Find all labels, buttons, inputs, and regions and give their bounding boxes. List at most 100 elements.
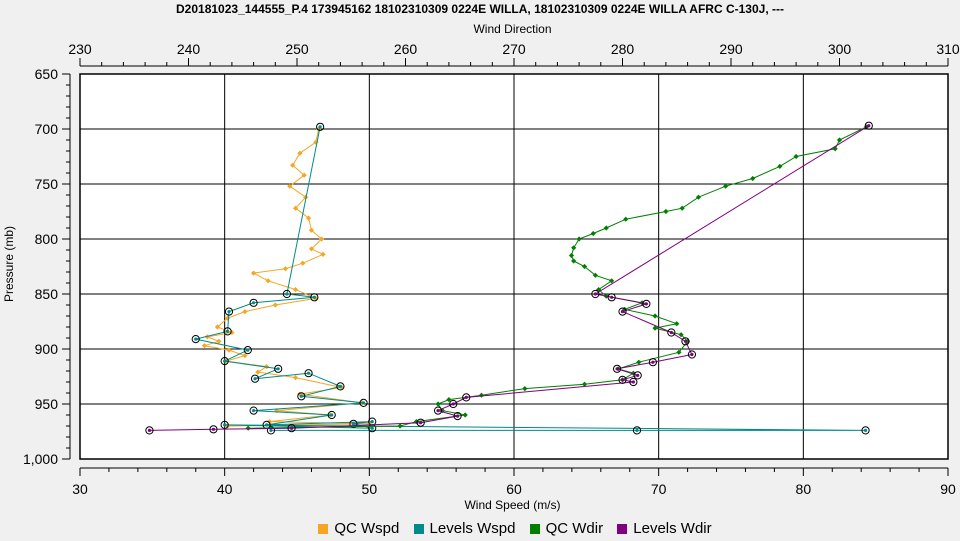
data-point-core-levels-wspd bbox=[227, 310, 231, 314]
data-point-qc-wdir bbox=[630, 370, 636, 376]
data-point-levels-wdir bbox=[642, 299, 651, 308]
data-point-levels-wdir bbox=[591, 289, 600, 299]
data-point-core-levels-wspd bbox=[225, 329, 230, 333]
plot-border bbox=[79, 73, 949, 460]
data-point-core-levels-wdir bbox=[147, 428, 152, 432]
data-point-qc-wspd bbox=[292, 205, 299, 211]
data-point-levels-wspd bbox=[304, 369, 313, 378]
data-point-levels-wspd bbox=[297, 392, 306, 401]
data-point-qc-wspd bbox=[242, 309, 248, 315]
data-point-core-levels-wspd bbox=[194, 337, 198, 341]
x-axis-bottom-tick-label: 30 bbox=[72, 481, 88, 497]
data-point-levels-wspd bbox=[632, 426, 642, 435]
data-point-qc-wspd bbox=[318, 236, 325, 242]
data-point-core-levels-wspd bbox=[635, 428, 639, 432]
data-point-core-levels-wdir bbox=[651, 360, 655, 364]
data-point-core-levels-wdir bbox=[636, 373, 640, 377]
data-point-core-levels-wspd bbox=[253, 377, 257, 381]
data-point-qc-wdir bbox=[462, 412, 468, 418]
data-point-core-levels-wspd bbox=[265, 423, 269, 427]
data-point-levels-wdir bbox=[287, 424, 296, 433]
data-point-core-levels-wdir bbox=[620, 378, 625, 382]
data-point-core-levels-wspd bbox=[223, 423, 227, 427]
data-point-levels-wdir bbox=[209, 425, 218, 434]
data-point-core-levels-wdir bbox=[451, 402, 455, 406]
data-point-core-levels-wspd bbox=[306, 371, 311, 375]
x-axis-top-tick-label: 270 bbox=[502, 41, 526, 57]
data-point-levels-wspd bbox=[327, 410, 336, 420]
legend-swatch bbox=[529, 523, 540, 534]
data-point-levels-wspd bbox=[220, 357, 229, 366]
data-point-qc-wdir bbox=[652, 313, 658, 319]
x-axis-top-tick-label: 300 bbox=[828, 41, 852, 57]
data-point-qc-wspd bbox=[305, 215, 312, 221]
data-point-qc-wdir bbox=[245, 425, 251, 431]
y-axis-tick-label: 900 bbox=[35, 341, 59, 357]
data-point-core-levels-wspd bbox=[370, 426, 374, 430]
x-axis-top-tick-label: 250 bbox=[285, 41, 309, 57]
legend-label: QC Wspd bbox=[334, 520, 400, 537]
data-point-core-levels-wdir bbox=[289, 426, 294, 430]
data-point-core-levels-wdir bbox=[683, 339, 688, 343]
data-point-qc-wspd bbox=[204, 334, 210, 340]
data-point-levels-wspd bbox=[336, 382, 345, 391]
data-point-core-levels-wdir bbox=[464, 395, 468, 399]
data-point-qc-wdir bbox=[571, 258, 577, 264]
data-point-core-levels-wspd bbox=[252, 301, 256, 305]
data-point-qc-wspd bbox=[266, 419, 273, 425]
legend: QC Wspd Levels Wspd QC Wdir Levels Wdir bbox=[0, 520, 960, 538]
data-point-qc-wdir bbox=[522, 386, 528, 392]
data-point-qc-wdir bbox=[652, 325, 658, 331]
data-point-qc-wdir bbox=[446, 397, 452, 403]
data-point-qc-wspd bbox=[282, 266, 289, 272]
data-point-qc-wdir bbox=[596, 287, 602, 293]
data-point-qc-wspd bbox=[272, 302, 278, 308]
data-point-levels-wdir bbox=[629, 377, 638, 387]
legend-label: QC Wdir bbox=[545, 520, 604, 537]
data-point-levels-wspd bbox=[220, 420, 229, 429]
data-point-qc-wspd bbox=[297, 391, 303, 397]
data-point-qc-wdir bbox=[571, 245, 577, 251]
data-point-qc-wdir bbox=[576, 236, 582, 242]
data-point-qc-wspd bbox=[264, 364, 270, 370]
x-axis-bottom-tick-label: 70 bbox=[651, 481, 667, 497]
data-point-levels-wdir bbox=[449, 399, 458, 409]
chart-title: D20181023_144555_P.4 173945162 181023103… bbox=[176, 2, 784, 16]
data-point-levels-wdir bbox=[145, 426, 154, 435]
x-axis-bottom-tick-label: 80 bbox=[796, 481, 812, 497]
data-point-levels-wdir bbox=[633, 371, 642, 380]
data-point-levels-wdir bbox=[687, 350, 697, 359]
data-point-core-levels-wspd bbox=[299, 394, 303, 398]
data-point-levels-wdir bbox=[681, 337, 690, 346]
data-point-levels-wspd bbox=[359, 398, 368, 407]
data-point-core-levels-wspd bbox=[338, 384, 342, 388]
data-point-levels-wdir bbox=[618, 307, 627, 316]
data-point-qc-wdir bbox=[750, 175, 756, 182]
data-point-core-levels-wdir bbox=[211, 427, 216, 431]
data-point-core-levels-wdir bbox=[436, 409, 440, 413]
data-point-qc-wdir bbox=[413, 419, 419, 425]
data-point-levels-wspd bbox=[249, 406, 258, 415]
data-point-qc-wdir bbox=[568, 252, 575, 259]
data-point-levels-wspd bbox=[861, 426, 870, 435]
data-point-levels-wspd bbox=[250, 374, 260, 383]
data-point-levels-wspd bbox=[310, 293, 319, 302]
y-axis-tick-label: 950 bbox=[35, 396, 59, 412]
legend-swatch bbox=[617, 523, 628, 534]
data-point-qc-wdir bbox=[793, 153, 799, 160]
data-point-qc-wdir bbox=[663, 208, 669, 215]
data-point-qc-wdir bbox=[676, 349, 682, 355]
data-point-qc-wdir bbox=[397, 423, 403, 429]
data-point-qc-wdir bbox=[678, 332, 684, 338]
data-point-core-levels-wdir bbox=[867, 124, 871, 128]
data-point-qc-wspd bbox=[297, 150, 303, 156]
data-point-levels-wdir bbox=[433, 406, 443, 415]
x-axis-bottom-tick-label: 60 bbox=[506, 481, 522, 497]
legend-item-levels-wdir: Levels Wdir bbox=[617, 520, 712, 537]
data-point-levels-wdir bbox=[864, 121, 873, 130]
x-axis-top-label: Wind Direction bbox=[473, 22, 552, 36]
data-point-qc-wspd bbox=[290, 162, 296, 168]
data-point-qc-wspd bbox=[308, 246, 315, 252]
data-point-core-levels-wdir bbox=[419, 421, 423, 425]
